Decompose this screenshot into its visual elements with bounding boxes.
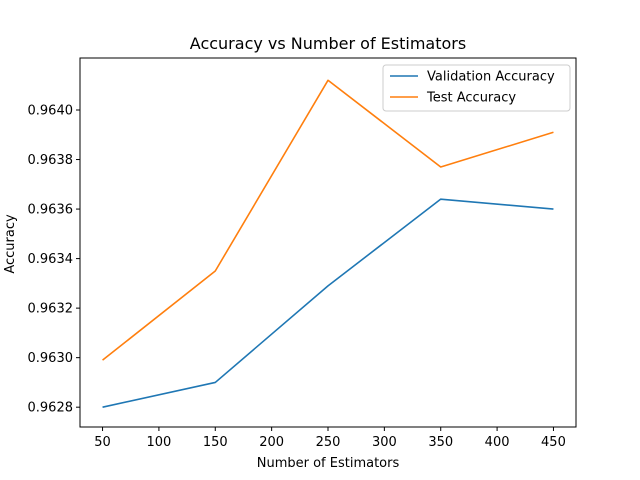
y-tick-label: 0.9638 — [28, 153, 74, 168]
y-tick-label: 0.9628 — [28, 401, 74, 416]
y-tick-label: 0.9640 — [28, 104, 74, 119]
x-tick-label: 350 — [428, 435, 453, 450]
legend-box — [382, 64, 571, 112]
series-line-validation — [102, 198, 554, 408]
y-axis-label: Accuracy — [3, 214, 18, 274]
legend-label: Test Accuracy — [426, 91, 516, 106]
legend-label: Validation Accuracy — [427, 70, 555, 85]
plot-area — [79, 57, 577, 428]
y-tick-label: 0.9630 — [28, 351, 74, 366]
x-tick-label: 450 — [541, 435, 566, 450]
chart-title: Accuracy vs Number of Estimators — [190, 34, 466, 53]
x-tick-label: 400 — [485, 435, 510, 450]
x-axis-label: Number of Estimators — [257, 456, 400, 471]
y-tick-label: 0.9636 — [28, 203, 74, 218]
x-tick-label: 50 — [94, 435, 111, 450]
x-tick-label: 300 — [372, 435, 397, 450]
series-line-test — [102, 79, 554, 361]
y-axis: 0.9628 0.9630 0.9632 0.9634 0.9636 0.9638 0.96… — [28, 104, 80, 416]
series-layer — [102, 79, 554, 408]
legend: Validation Accuracy Test Accuracy — [382, 64, 571, 112]
plot-frame — [79, 57, 577, 428]
x-tick-label: 200 — [259, 435, 284, 450]
y-tick-label: 0.9632 — [28, 302, 74, 317]
y-tick-label: 0.9634 — [28, 252, 74, 267]
x-axis: 50 100 150 200 250 300 350 400 450 — [94, 427, 566, 450]
x-tick-label: 100 — [146, 435, 171, 450]
x-tick-label: 150 — [203, 435, 228, 450]
x-tick-label: 250 — [316, 435, 341, 450]
